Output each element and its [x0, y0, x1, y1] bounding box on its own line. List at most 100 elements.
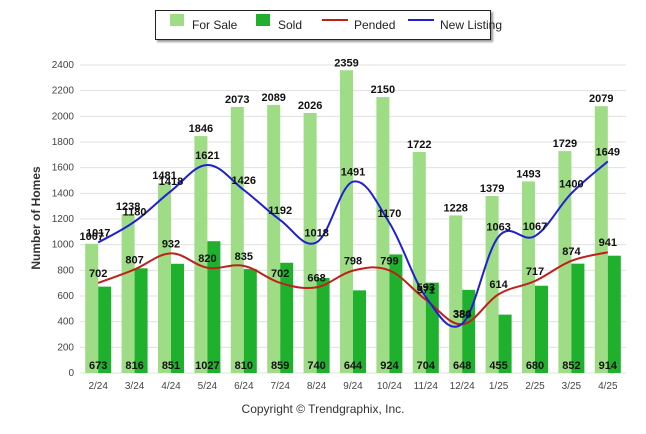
pended-value-label: 799: [380, 255, 398, 267]
for-sale-value-label: 1007: [79, 231, 103, 243]
for-sale-value-label: 2150: [371, 84, 395, 96]
pended-value-label: 702: [271, 268, 289, 280]
for-sale-value-label: 1493: [516, 168, 540, 180]
new-listing-value-label: 1018: [304, 227, 328, 239]
new-listing-value-label: 593: [417, 282, 435, 294]
new-listing-swatch: [408, 19, 434, 21]
x-tick-label: 5/24: [198, 381, 218, 392]
sold-value-label: 859: [271, 360, 289, 372]
x-tick-label: 4/24: [161, 381, 181, 392]
for-sale-value-label: 2079: [589, 93, 613, 105]
sold-bar: [243, 269, 257, 373]
sold-value-label: 740: [307, 360, 325, 372]
pended-swatch: [322, 19, 348, 21]
for-sale-bar: [412, 152, 426, 373]
new-listing-value-label: 1418: [159, 176, 183, 188]
sold-bar: [353, 290, 366, 373]
x-tick-label: 6/24: [234, 381, 254, 392]
copyright-footer: Copyright © Trendgraphix, Inc.: [241, 402, 405, 416]
new-listing-value-label: 1017: [86, 227, 110, 239]
sold-bar: [498, 314, 512, 373]
sold-value-label: 851: [162, 360, 180, 372]
y-tick-label: 200: [57, 342, 74, 353]
new-listing-value-label: 1426: [232, 175, 256, 187]
sold-value-label: 673: [89, 360, 107, 372]
sold-value-label: 810: [235, 360, 253, 372]
sold-bar: [316, 278, 330, 373]
for-sale-bar: [230, 106, 244, 373]
for-sale-value-label: 2073: [225, 94, 249, 106]
for-sale-value-label: 1228: [443, 202, 467, 214]
sold-value-label: 914: [599, 360, 618, 372]
y-tick-label: 400: [57, 317, 74, 328]
new-listing-line: [97, 160, 609, 328]
legend-for-sale: For Sale: [192, 18, 238, 32]
x-tick-label: 7/24: [270, 381, 290, 392]
for-sale-bar: [340, 70, 353, 374]
x-tick-label: 10/24: [377, 381, 402, 392]
pended-value-label: 835: [235, 251, 253, 263]
x-tick-label: 3/24: [125, 381, 145, 392]
y-axis-ticks: 0 200 400 600 800 1000 1200 1400 1600 1800 2000 220…: [52, 60, 75, 379]
sold-bar: [425, 282, 439, 373]
x-tick-label: 3/25: [562, 381, 582, 392]
new-listing-value-label: 1621: [195, 150, 219, 162]
for-sale-value-label: 1846: [189, 123, 213, 135]
new-listing-value-label: 1063: [486, 222, 510, 234]
y-tick-label: 1000: [52, 240, 75, 251]
sold-bar: [98, 286, 112, 373]
data-labels: 1007 673 1238 816 1481 851 1846 1027 2073 810 2089…: [79, 57, 620, 372]
y-tick-label: 800: [57, 265, 74, 276]
pended-value-label: 874: [562, 246, 581, 258]
y-tick-label: 1800: [52, 137, 75, 148]
new-listing-value-label: 1491: [341, 167, 365, 179]
sold-value-label: 680: [526, 360, 544, 372]
x-tick-label: 4/25: [598, 381, 618, 392]
sold-bar: [280, 262, 294, 373]
for-sale-value-label: 2089: [261, 92, 285, 104]
y-tick-label: 2000: [52, 111, 75, 122]
sold-value-label: 1027: [195, 360, 219, 372]
sold-bar: [571, 263, 585, 373]
for-sale-bar: [194, 136, 208, 373]
new-listing-value-label: 1192: [268, 205, 292, 217]
y-tick-label: 1200: [52, 214, 75, 225]
sold-bar: [171, 263, 184, 373]
sold-bar: [207, 241, 221, 373]
for-sale-bar: [449, 215, 463, 373]
for-sale-value-label: 1722: [407, 139, 431, 151]
x-tick-label: 8/24: [307, 381, 327, 392]
for-sale-swatch: [170, 14, 184, 26]
for-sale-value-label: 1379: [480, 183, 504, 195]
sold-bar: [389, 254, 403, 373]
pended-value-label: 717: [526, 266, 544, 278]
pended-value-label: 702: [89, 268, 107, 280]
legend: For Sale Sold Pended New Listing: [155, 10, 502, 40]
sold-value-label: 816: [125, 360, 143, 372]
pended-value-label: 932: [162, 238, 180, 250]
new-listing-value-label: 1170: [377, 208, 401, 220]
y-tick-label: 1600: [52, 163, 75, 174]
y-tick-label: 0: [68, 368, 74, 379]
x-tick-label: 2/25: [525, 381, 545, 392]
y-tick-label: 1400: [52, 188, 75, 199]
for-sale-value-label: 1481: [152, 170, 176, 182]
pended-value-label: 571: [417, 285, 435, 297]
new-listing-value-label: 384: [453, 309, 472, 321]
y-tick-label: 2200: [52, 86, 75, 97]
for-sale-bar: [594, 106, 608, 373]
pended-value-label: 614: [489, 279, 508, 291]
pended-line: [97, 251, 609, 326]
sold-swatch: [256, 14, 270, 26]
legend-sold: Sold: [278, 18, 303, 32]
for-sale-bar: [267, 104, 281, 373]
new-listing-value-label: 1649: [596, 146, 620, 158]
pended-value-label: 820: [198, 253, 216, 265]
sold-value-label: 924: [380, 360, 399, 372]
bars: [85, 70, 621, 374]
new-listing-value-label: 1180: [123, 207, 147, 219]
legend-new-listing: New Listing: [440, 18, 503, 32]
legend-pended: Pended: [354, 18, 396, 32]
sold-value-label: 648: [453, 360, 471, 372]
